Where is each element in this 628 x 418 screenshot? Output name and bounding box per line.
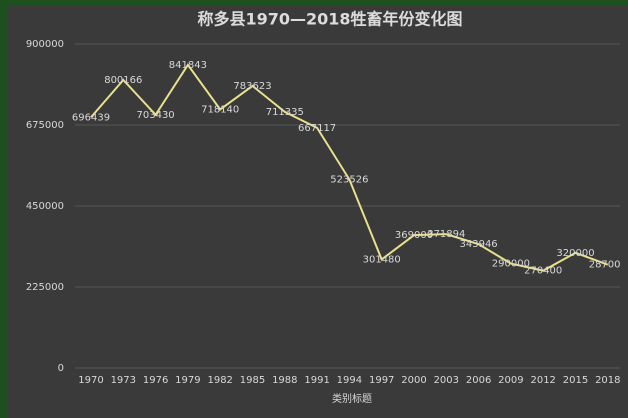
chart-background [8,6,628,418]
x-tick-label: 1973 [111,375,136,386]
data-line [90,63,609,272]
y-tick-label: 450000 [26,201,64,212]
x-tick-label: 2012 [530,375,555,386]
x-tick-label: 2015 [563,375,588,386]
x-tick-label: 2003 [434,375,459,386]
x-tick-label: 2018 [595,375,620,386]
data-label: 703430 [137,110,175,121]
chart-title: 称多县1970—2018牲畜年份变化图 [197,10,462,29]
x-tick-label: 1994 [337,375,362,386]
x-tick-label: 1982 [207,375,232,386]
y-tick-label: 675000 [26,120,64,131]
data-label: 711335 [266,107,304,118]
x-tick-label: 1988 [272,375,297,386]
data-label: 301480 [363,254,401,265]
data-label: 718140 [201,104,239,115]
x-tick-label: 1979 [175,375,200,386]
y-tick-label: 0 [58,363,64,374]
data-label: 371894 [427,229,465,240]
x-tick-label: 1997 [369,375,394,386]
x-tick-label: 2009 [498,375,523,386]
x-tick-label: 2000 [401,375,426,386]
plot: 称多县1970—2018牲畜年份变化图 类别标题 0 225000 450000 67… [26,10,627,405]
x-tick-label: 1976 [143,375,168,386]
data-label: 800166 [104,75,142,86]
y-tick-label: 225000 [26,282,64,293]
data-label: 667117 [298,123,336,134]
data-label: 343946 [460,239,498,250]
data-label: 696439 [72,112,110,123]
data-label: 290000 [492,259,530,270]
y-tick-label: 900000 [26,39,64,50]
data-label: 270400 [524,266,562,277]
x-axis-label: 类别标题 [332,392,372,405]
x-tick-label: 1991 [304,375,329,386]
data-label: 841843 [169,60,207,71]
data-label: 369000 [395,230,433,241]
x-tick-label: 2006 [466,375,491,386]
data-label: 783623 [233,81,271,92]
x-tick-label: 1970 [78,375,103,386]
data-label: 320000 [556,248,594,259]
data-label: 523526 [330,175,368,186]
x-tick-label: 1985 [240,375,265,386]
data-label: 287000 [589,260,627,271]
